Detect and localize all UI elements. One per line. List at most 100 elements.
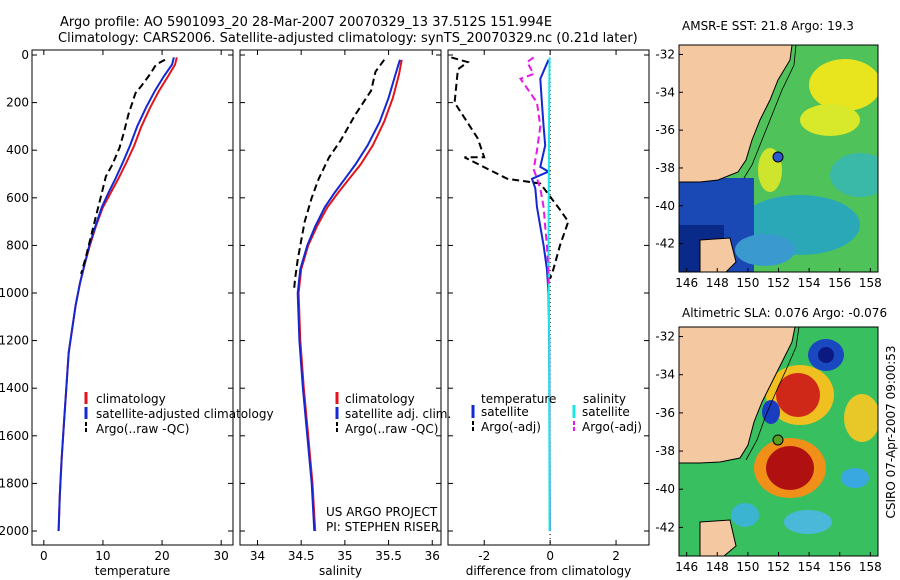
sla-negative-anomaly bbox=[731, 503, 759, 527]
x-tick-label: -2 bbox=[478, 549, 490, 563]
x-tick-label: 0 bbox=[546, 549, 554, 563]
sla-positive-anomaly bbox=[776, 373, 820, 417]
legend-label-temp-satellite: satellite bbox=[481, 405, 529, 419]
map-x-tick-label: 146 bbox=[675, 276, 698, 290]
legend-title-salinity: salinity bbox=[583, 392, 626, 406]
axes-frame bbox=[31, 49, 234, 546]
sla-map bbox=[679, 327, 878, 556]
legend-label-satellite-adjusted: satellite-adjusted climatology bbox=[96, 407, 274, 421]
sst-land-tasmania bbox=[699, 237, 737, 272]
y-tick-label: 1200 bbox=[0, 334, 29, 348]
x-tick-label: 34.5 bbox=[288, 549, 315, 563]
axes-frame bbox=[239, 49, 442, 546]
map-x-tick-label: 152 bbox=[767, 560, 790, 574]
y-tick-label: 0 bbox=[21, 48, 29, 62]
map-x-tick-label: 148 bbox=[706, 560, 729, 574]
sla-positive-anomaly bbox=[766, 446, 814, 490]
map-x-tick-label: 150 bbox=[736, 560, 759, 574]
credit-timestamp: CSIRO 07-Apr-2007 09:00:53 bbox=[884, 345, 898, 519]
temperature-panel: 0 10 20 30 temperature 0 200 400 600 800 1000 1200 1… bbox=[0, 48, 234, 578]
map-x-tick-label: 150 bbox=[736, 276, 759, 290]
legend-label-climatology: climatology bbox=[345, 392, 415, 406]
map-y-tick-label: -32 bbox=[655, 330, 675, 344]
legend-label-argo: Argo(..raw -QC) bbox=[96, 422, 189, 436]
y-tick-label: 600 bbox=[6, 191, 29, 205]
x-tick-label: 10 bbox=[95, 549, 110, 563]
legend-label-argo: Argo(..raw -QC) bbox=[345, 422, 438, 436]
legend-label-climatology: climatology bbox=[96, 392, 166, 406]
map-x-tick-label: 154 bbox=[798, 560, 821, 574]
legend-label-temp-argo: Argo(-adj) bbox=[481, 420, 541, 434]
y-tick-label: 800 bbox=[6, 238, 29, 252]
sla-map-title: Altimetric SLA: 0.076 Argo: -0.076 bbox=[682, 306, 887, 320]
series-line-climatology bbox=[297, 59, 403, 532]
y-tick-label: 2000 bbox=[0, 524, 29, 538]
legend-label-sal-argo: Argo(-adj) bbox=[582, 420, 642, 434]
sst-warm-patch bbox=[809, 59, 878, 111]
map-y-tick-label: -42 bbox=[655, 237, 675, 251]
legend-title-temperature: temperature bbox=[481, 392, 556, 406]
sst-cool-patch bbox=[735, 234, 795, 266]
temperature-legend: climatology satellite-adjusted climatolo… bbox=[84, 392, 274, 436]
y-tick-label: 1800 bbox=[0, 476, 29, 490]
sla-shelf-contour bbox=[745, 327, 800, 461]
x-tick-label: 0 bbox=[40, 549, 48, 563]
series-line-temperature-satellite bbox=[530, 59, 551, 532]
sst-map bbox=[679, 45, 878, 272]
series-line-temperature-argo-adj- bbox=[451, 56, 570, 280]
axes-frame bbox=[447, 49, 650, 546]
series-line-argo-raw-qc- bbox=[293, 59, 386, 289]
map-x-tick-label: 148 bbox=[706, 276, 729, 290]
map-y-tick-label: -38 bbox=[655, 444, 675, 458]
sst-argo-marker bbox=[772, 151, 784, 163]
salinity-legend: climatology satellite adj. clim. Argo(..… bbox=[326, 392, 451, 534]
figure-title-line1: Argo profile: AO 5901093_20 28-Mar-2007 … bbox=[60, 15, 552, 30]
map-y-tick-label: -32 bbox=[655, 47, 675, 61]
sla-land-tasmania bbox=[699, 519, 737, 556]
y-tick-label: 1000 bbox=[0, 286, 29, 300]
map-y-tick-label: -38 bbox=[655, 161, 675, 175]
x-tick-label: 35.5 bbox=[375, 549, 402, 563]
sst-land-mainland bbox=[679, 45, 793, 183]
map-y-tick-label: -36 bbox=[655, 406, 675, 420]
legend-label-sal-satellite: satellite bbox=[582, 405, 630, 419]
x-axis-label: difference from climatology bbox=[466, 564, 632, 578]
project-annotation-line1: US ARGO PROJECT bbox=[326, 505, 438, 519]
figure-title-line2: Climatology: CARS2006. Satellite-adjuste… bbox=[58, 31, 638, 46]
sla-land-mainland bbox=[679, 327, 796, 464]
map-x-tick-label: 158 bbox=[859, 276, 882, 290]
sla-negative-anomaly bbox=[841, 468, 869, 488]
sla-negative-anomaly bbox=[762, 400, 780, 424]
series-line-salinity-argo-adj- bbox=[518, 56, 550, 284]
sst-map-title: AMSR-E SST: 21.8 Argo: 19.3 bbox=[682, 19, 854, 33]
map-y-tick-label: -36 bbox=[655, 123, 675, 137]
x-tick-label: 20 bbox=[154, 549, 169, 563]
map-x-tick-label: 156 bbox=[828, 560, 851, 574]
map-y-tick-label: -34 bbox=[655, 368, 675, 382]
series-line-climatology bbox=[57, 57, 178, 532]
sla-argo-marker bbox=[772, 434, 784, 446]
salinity-panel: 34 34.5 35 35.5 36 salinity bbox=[239, 49, 442, 578]
map-x-tick-label: 146 bbox=[675, 560, 698, 574]
sla-negative-anomaly bbox=[818, 347, 834, 363]
project-annotation-line2: PI: STEPHEN RISER bbox=[326, 520, 439, 534]
series-line-argo-raw-qc- bbox=[80, 58, 166, 275]
x-tick-label: 34 bbox=[250, 549, 265, 563]
x-axis-label: salinity bbox=[319, 564, 362, 578]
difference-legend: temperature salinity satellite Argo(-adj… bbox=[471, 392, 642, 434]
y-tick-label: 200 bbox=[6, 96, 29, 110]
series-line-satellite-adj-clim- bbox=[296, 59, 401, 532]
series-line-satellite-adjusted-climatology bbox=[57, 57, 175, 532]
map-x-tick-label: 156 bbox=[828, 276, 851, 290]
x-tick-label: 36 bbox=[425, 549, 440, 563]
sla-map-axes: 146 148 150 152 154 156 158 -32 -34 -36 -38 -40 -42 bbox=[655, 326, 882, 574]
y-tick-label: 1400 bbox=[0, 381, 29, 395]
y-tick-label: 1600 bbox=[0, 429, 29, 443]
sla-negative-anomaly bbox=[784, 510, 832, 534]
map-x-tick-label: 158 bbox=[859, 560, 882, 574]
map-x-tick-label: 152 bbox=[767, 276, 790, 290]
x-axis-label: temperature bbox=[95, 564, 170, 578]
y-tick-label: 400 bbox=[6, 143, 29, 157]
